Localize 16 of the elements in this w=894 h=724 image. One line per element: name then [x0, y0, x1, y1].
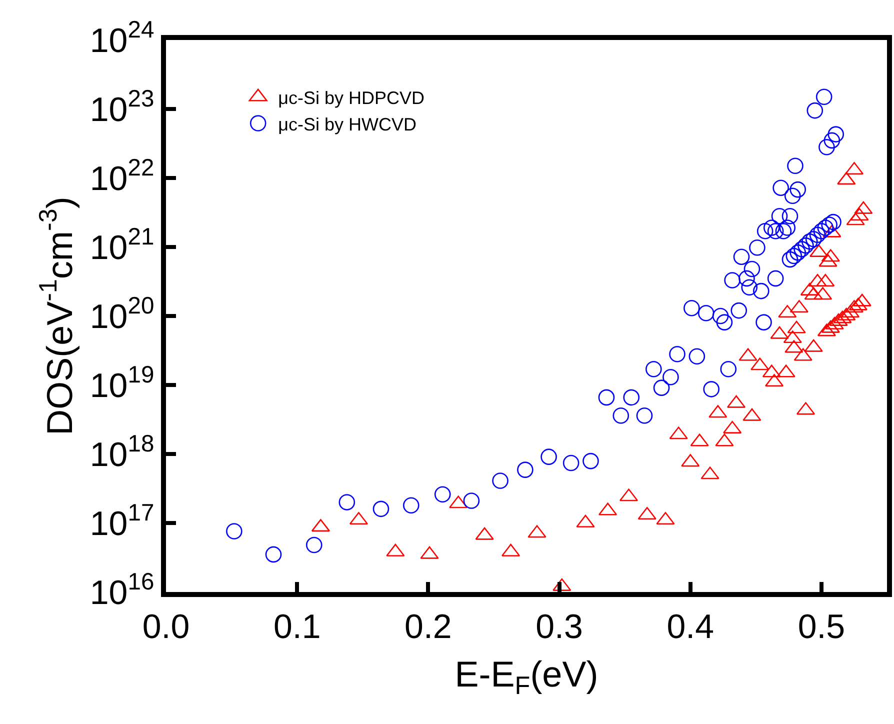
x-tick-label: 0.5: [798, 608, 846, 646]
legend-label: μc-Si by HDPCVD: [278, 88, 424, 108]
x-tick-label: 0.3: [536, 608, 583, 646]
x-tick-label: 0.1: [273, 608, 321, 646]
y-tick-label: 10$^{23}$: [90, 86, 154, 129]
y-tick-label: 10$^{22}$: [90, 154, 154, 198]
y-tick-label: 10$^{24}$: [90, 16, 154, 60]
y-tick-label: 10$^{20}$: [90, 292, 154, 336]
legend-label: μc-Si by HWCVD: [278, 114, 416, 134]
x-tick-label: 0.2: [404, 608, 452, 646]
x-axis-title: E-E$_{F}$(eV): [454, 654, 598, 700]
y-tick-label: 10$^{19}$: [90, 362, 154, 405]
y-tick-label: 10$^{21}$: [90, 224, 154, 267]
y-tick-label: 10$^{17}$: [90, 500, 154, 543]
x-tick-label: 0.4: [666, 608, 714, 646]
y-tick-label: 10$^{18}$: [90, 430, 154, 474]
